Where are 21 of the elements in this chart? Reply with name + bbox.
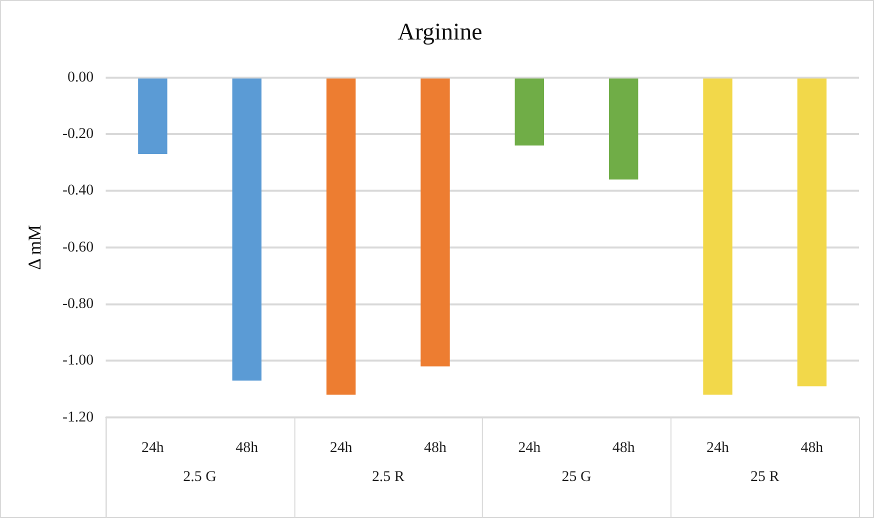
- chart-title: Arginine: [398, 20, 482, 46]
- x-tick-label: 24h: [141, 440, 164, 456]
- text: 25 R: [750, 469, 780, 486]
- x-tick-label: 24h: [518, 440, 542, 456]
- y-tick-label: -1.00: [62, 352, 94, 369]
- x-tick-label: 24h: [330, 440, 353, 456]
- y-tick-label: -0.20: [62, 126, 94, 142]
- text: 25 G: [562, 469, 592, 486]
- text: 2.5 G: [183, 469, 217, 486]
- text: 2.5 R: [372, 469, 404, 486]
- x-tick-label: 48h: [800, 440, 824, 456]
- x-tick-label: 24h: [706, 440, 730, 456]
- y-tick-label: -0.80: [62, 296, 94, 312]
- x-tick-label: 48h: [612, 440, 636, 456]
- y-tick-label: -1.20: [62, 409, 94, 426]
- x-tick-label: 48h: [424, 440, 447, 456]
- y-axis-title: Δ mM: [24, 224, 44, 270]
- y-tick-label: -0.40: [62, 182, 94, 199]
- x-tick-label: 48h: [236, 440, 259, 456]
- y-tick-label: 0.00: [67, 69, 94, 86]
- y-tick-label: -0.60: [62, 239, 94, 256]
